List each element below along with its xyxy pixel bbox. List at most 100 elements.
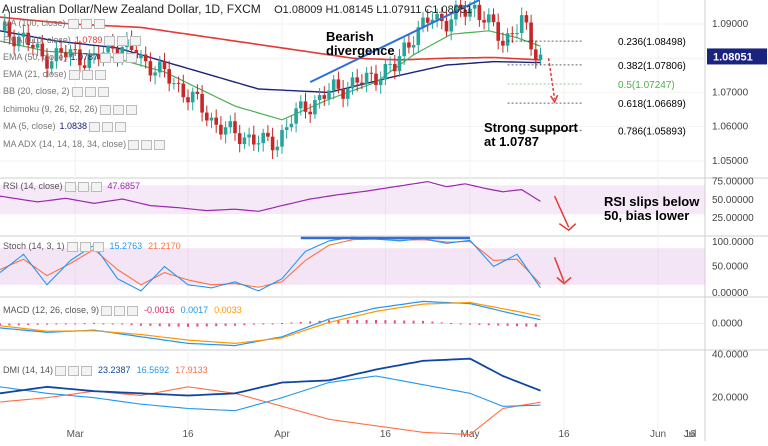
candle-body <box>505 33 510 46</box>
x-tick-label: 16 <box>380 429 392 440</box>
close-icon[interactable] <box>81 365 93 376</box>
macd-hist-bar <box>215 323 218 327</box>
visibility-icon[interactable] <box>104 35 116 46</box>
macd-hist-bar <box>17 323 20 326</box>
indicator-name: EMA (21, close) <box>3 69 67 79</box>
candle-body <box>275 146 280 151</box>
close-icon[interactable] <box>126 52 138 63</box>
candle-body <box>538 54 543 60</box>
macd-hist-bar <box>205 323 208 327</box>
visibility-icon[interactable] <box>67 18 79 29</box>
indicator-label[interactable]: MA ADX (14, 14, 18, 34, close) <box>3 139 166 150</box>
rsi-pane-label[interactable]: RSI (14, close) 47.6857 <box>3 181 140 192</box>
indicator-value: 1.0787 <box>70 52 99 62</box>
visibility-icon[interactable] <box>68 69 80 80</box>
candle-body <box>153 72 157 76</box>
settings-icon[interactable] <box>80 18 92 29</box>
indicator-label[interactable]: Ichimoku (9, 26, 52, 26) <box>3 104 137 115</box>
rsi-y-tick-label: 50.00000 <box>712 195 754 206</box>
candle-body <box>308 111 312 115</box>
close-icon[interactable] <box>93 18 105 29</box>
macd-hist-bar <box>403 320 406 324</box>
indicator-label[interactable]: EMA (21, close) <box>3 69 106 80</box>
indicator-label[interactable]: EMA (50, close) 1.0787 <box>3 52 138 63</box>
macd-hist-bar <box>158 323 161 327</box>
settings-icon[interactable] <box>113 52 125 63</box>
settings-icon[interactable] <box>81 69 93 80</box>
close-icon[interactable] <box>97 86 109 97</box>
candle-body <box>397 56 402 72</box>
indicator-label[interactable]: MA (100, close) <box>3 18 105 29</box>
price-trendline <box>309 0 480 84</box>
projection-arrow <box>547 58 556 100</box>
fib-level-label: 0.382(1.07806) <box>618 61 686 72</box>
dmi-y-tick-label: 20.0000 <box>712 393 749 404</box>
dmi-pane-label[interactable]: DMI (14, 14) 23.2387 16.5692 17.9133 <box>3 365 208 376</box>
visibility-icon[interactable] <box>55 365 67 376</box>
settings-icon[interactable] <box>84 86 96 97</box>
close-icon[interactable] <box>94 69 106 80</box>
macd-hist-bar <box>412 320 415 324</box>
fib-level-label: 0.618(1.06689) <box>618 99 686 110</box>
macd-hist-bar <box>299 321 302 324</box>
candle-body <box>82 65 87 68</box>
settings-icon[interactable] <box>68 365 80 376</box>
chart-title: Australian Dollar/New Zealand Dollar, 1D… <box>2 2 261 16</box>
macd-hist-bar <box>469 323 471 325</box>
visibility-icon[interactable] <box>64 181 76 192</box>
close-icon[interactable] <box>115 121 127 132</box>
settings-icon[interactable] <box>117 35 129 46</box>
visibility-icon[interactable] <box>66 241 78 252</box>
indicator-value: 1.0838 <box>59 121 88 131</box>
visibility-icon[interactable] <box>89 121 101 132</box>
candle-body <box>247 134 251 138</box>
macd-hist-bar <box>422 320 424 324</box>
indicator-name: Ichimoku (9, 26, 52, 26) <box>3 104 98 114</box>
candle-body <box>49 61 54 69</box>
candle-body <box>510 33 515 35</box>
close-icon[interactable] <box>125 104 137 115</box>
visibility-icon[interactable] <box>100 52 112 63</box>
visibility-icon[interactable] <box>99 104 111 115</box>
settings-icon[interactable] <box>141 139 153 150</box>
settings-icon[interactable] <box>79 241 91 252</box>
settings-icon[interactable] <box>114 305 126 316</box>
macd-hist-bar <box>450 323 453 325</box>
candle-body <box>280 129 284 147</box>
macd-hist-bar <box>440 322 443 324</box>
candle-body <box>148 61 153 76</box>
indicator-label[interactable]: EMA (110, close) 1.0789 <box>3 35 142 46</box>
macd-hist-bar <box>243 323 246 326</box>
candle-body <box>496 22 500 41</box>
candle-body <box>327 90 331 99</box>
candle-body <box>214 117 218 125</box>
macd-value: -0.0016 <box>144 305 175 315</box>
settings-icon[interactable] <box>77 181 89 192</box>
candle-body <box>341 88 345 99</box>
close-icon[interactable] <box>90 181 102 192</box>
candle-body <box>458 4 463 10</box>
rsi-y-tick-label: 75.00000 <box>712 177 754 188</box>
macd-hist-bar <box>27 323 30 326</box>
dmi-y-tick-label: 40.0000 <box>712 349 749 360</box>
settings-icon[interactable] <box>102 121 114 132</box>
macd-hist-bar <box>93 322 95 324</box>
close-icon[interactable] <box>92 241 104 252</box>
close-icon[interactable] <box>154 139 166 150</box>
indicator-label[interactable]: MA (5, close) 1.0838 <box>3 121 127 132</box>
dmi-value: 16.5692 <box>136 365 170 375</box>
macd-value: 0.0033 <box>214 305 242 315</box>
close-icon[interactable] <box>127 305 139 316</box>
close-icon[interactable] <box>130 35 142 46</box>
visibility-icon[interactable] <box>71 86 83 97</box>
candle-body <box>78 49 82 66</box>
candle-body <box>7 21 12 37</box>
candle-body <box>383 63 388 80</box>
indicator-label[interactable]: BB (20, close, 2) <box>3 86 109 97</box>
candle-body <box>378 79 383 86</box>
visibility-icon[interactable] <box>128 139 140 150</box>
macd-pane-label[interactable]: MACD (12, 26, close, 9) -0.0016 0.0017 0.00… <box>3 305 242 316</box>
visibility-icon[interactable] <box>101 305 113 316</box>
stoch-pane-label[interactable]: Stoch (14, 3, 1) 15.2763 21.2170 <box>3 241 181 252</box>
settings-icon[interactable] <box>112 104 124 115</box>
